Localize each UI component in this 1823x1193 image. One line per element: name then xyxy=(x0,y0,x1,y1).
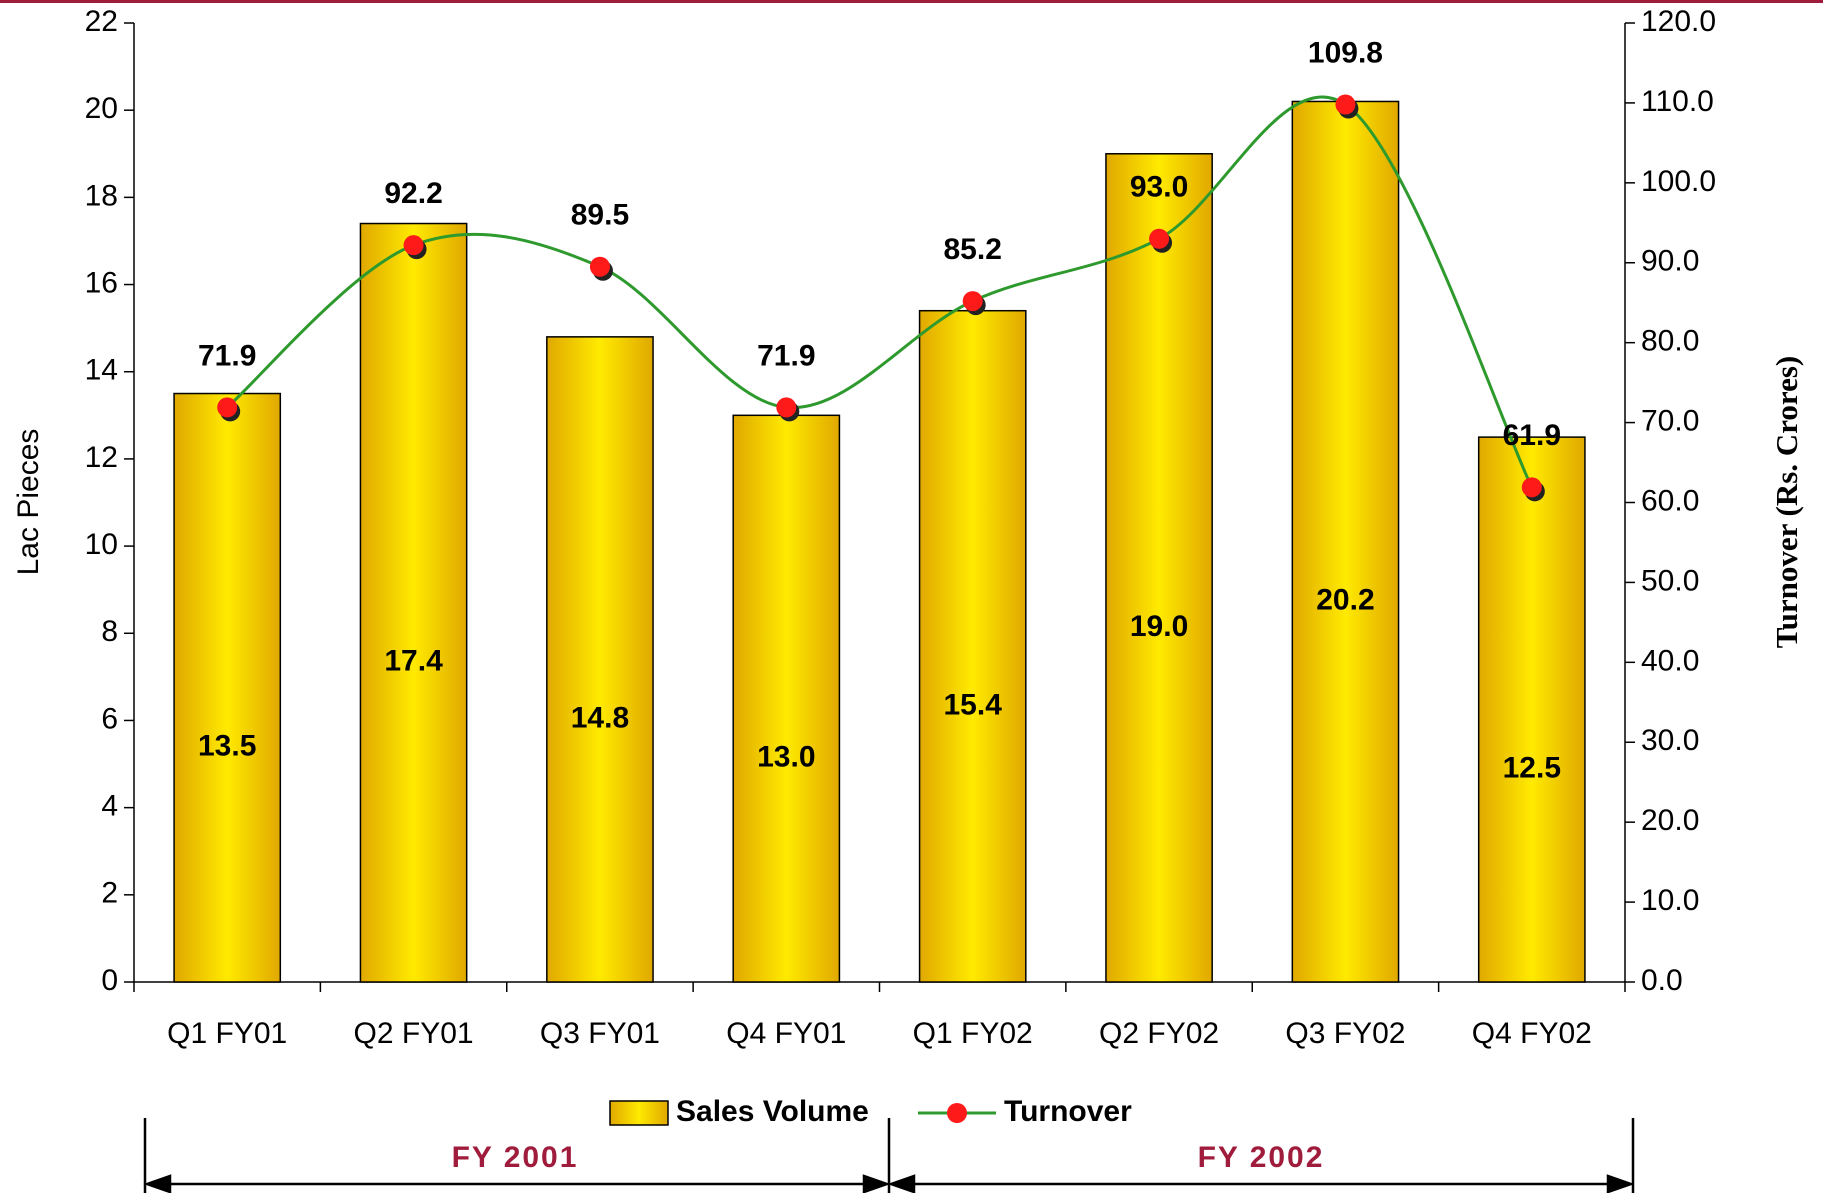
bar-label: 13.0 xyxy=(757,741,815,774)
y2-tick-label: 60.0 xyxy=(1641,484,1699,517)
y2-tick-label: 40.0 xyxy=(1641,644,1699,677)
y-tick-label: 2 xyxy=(101,877,118,910)
y2-tick-label: 10.0 xyxy=(1641,884,1699,917)
marker xyxy=(1521,477,1542,498)
legend-label: Sales Volume xyxy=(676,1095,869,1128)
top-rule xyxy=(0,0,1823,3)
marker xyxy=(1149,228,1170,249)
x-tick-label: Q1 FY02 xyxy=(913,1017,1033,1050)
y2-tick-label: 100.0 xyxy=(1641,165,1716,198)
y2-tick-label: 0.0 xyxy=(1641,964,1683,997)
bar xyxy=(1477,436,1586,983)
y-tick-label: 20 xyxy=(85,92,118,125)
line-label: 92.2 xyxy=(384,177,442,210)
legend-swatch xyxy=(609,1100,669,1126)
x-tick-label: Q3 FY01 xyxy=(540,1017,660,1050)
y-tick-label: 16 xyxy=(85,266,118,299)
y2-tick-label: 30.0 xyxy=(1641,724,1699,757)
y2-tick-label: 20.0 xyxy=(1641,804,1699,837)
x-tick-label: Q1 FY01 xyxy=(167,1017,287,1050)
marker xyxy=(217,397,238,418)
y-tick-label: 14 xyxy=(85,354,118,387)
line-label: 109.8 xyxy=(1308,36,1383,69)
y-tick-label: 22 xyxy=(85,5,118,38)
bar-label: 15.4 xyxy=(943,688,1002,721)
marker xyxy=(962,291,983,312)
annotation: FY 2001 xyxy=(452,1141,579,1174)
x-tick-label: Q2 FY01 xyxy=(354,1017,474,1050)
y-tick-label: 0 xyxy=(101,964,118,997)
legend-label: Turnover xyxy=(1004,1095,1132,1128)
bar-label: 20.2 xyxy=(1316,584,1374,617)
y-tick-label: 8 xyxy=(101,615,118,648)
marker xyxy=(403,235,424,256)
y2-tick-label: 50.0 xyxy=(1641,564,1699,597)
bar xyxy=(173,392,282,983)
y2-tick-label: 110.0 xyxy=(1641,85,1714,118)
y-tick-label: 18 xyxy=(85,179,118,212)
y2-tick-label: 70.0 xyxy=(1641,405,1699,438)
line-label: 71.9 xyxy=(757,339,815,372)
line-label: 61.9 xyxy=(1503,419,1561,452)
bar xyxy=(546,336,654,983)
bar xyxy=(918,309,1027,983)
y2-axis-title: Turnover (Rs. Crores) xyxy=(1769,356,1804,649)
annotation: FY 2002 xyxy=(1198,1141,1325,1174)
x-tick-label: Q2 FY02 xyxy=(1099,1017,1219,1050)
bar-label: 12.5 xyxy=(1503,751,1561,784)
bar-label: 17.4 xyxy=(384,645,443,678)
marker xyxy=(1335,94,1356,115)
x-tick-label: Q4 FY01 xyxy=(726,1017,846,1050)
y2-tick-label: 120.0 xyxy=(1641,5,1716,38)
line-label: 89.5 xyxy=(571,199,629,232)
y-axis-title: Lac Pieces xyxy=(12,429,45,576)
line-label: 71.9 xyxy=(198,339,256,372)
line-label: 85.2 xyxy=(943,233,1001,266)
bar xyxy=(1291,100,1400,983)
bar xyxy=(1105,153,1213,983)
y2-tick-label: 90.0 xyxy=(1641,245,1699,278)
bar xyxy=(359,222,468,983)
line-label: 93.0 xyxy=(1130,171,1188,204)
y2-tick-label: 80.0 xyxy=(1641,325,1699,358)
y-tick-label: 4 xyxy=(101,790,118,823)
legend-marker xyxy=(947,1103,967,1123)
bar-label: 13.5 xyxy=(198,730,256,763)
y-tick-label: 10 xyxy=(85,528,118,561)
marker xyxy=(589,256,610,277)
y-tick-label: 6 xyxy=(101,702,118,735)
y-tick-label: 12 xyxy=(85,441,118,474)
bar-label: 19.0 xyxy=(1130,610,1188,643)
x-tick-label: Q4 FY02 xyxy=(1472,1017,1592,1050)
period-brackets xyxy=(143,1118,1635,1193)
bar-label: 14.8 xyxy=(571,701,629,734)
marker xyxy=(776,397,797,418)
bar xyxy=(732,414,841,983)
x-tick-label: Q3 FY02 xyxy=(1285,1017,1405,1050)
